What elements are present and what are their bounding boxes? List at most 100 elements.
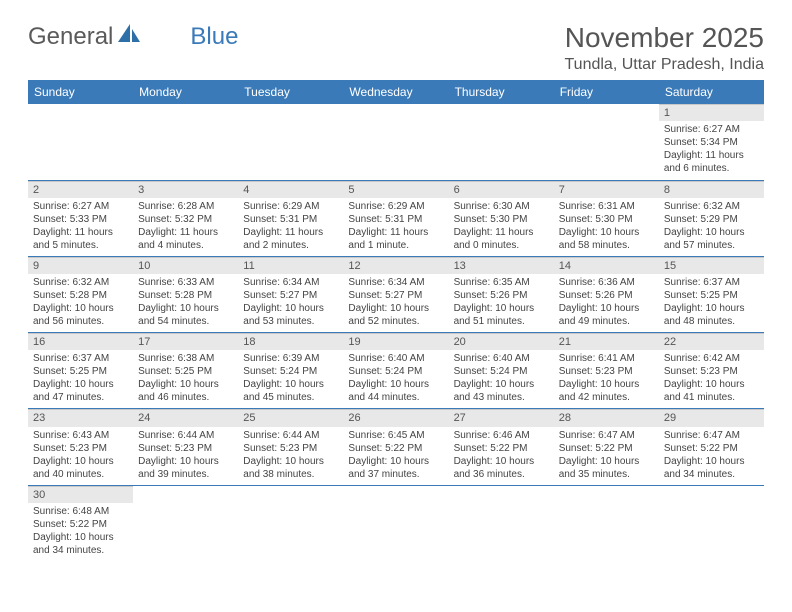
day-info: Sunrise: 6:33 AMSunset: 5:28 PMDaylight:… bbox=[138, 276, 233, 328]
month-title: November 2025 bbox=[564, 22, 764, 54]
calendar-day-cell: 24 Sunrise: 6:44 AMSunset: 5:23 PMDayligh… bbox=[133, 409, 238, 485]
sunset-line: Sunset: 5:23 PM bbox=[138, 442, 233, 455]
daylight-line: Daylight: 10 hours and 42 minutes. bbox=[559, 378, 654, 404]
sunset-line: Sunset: 5:29 PM bbox=[664, 213, 759, 226]
sunset-line: Sunset: 5:28 PM bbox=[138, 289, 233, 302]
sunrise-line: Sunrise: 6:47 AM bbox=[664, 429, 759, 442]
daylight-line: Daylight: 10 hours and 52 minutes. bbox=[348, 302, 443, 328]
calendar-day-cell: 28Sunrise: 6:47 AMSunset: 5:22 PMDayligh… bbox=[554, 409, 659, 485]
day-info: Sunrise: 6:45 AMSunset: 5:22 PMDaylight:… bbox=[348, 429, 443, 481]
daylight-line: Daylight: 10 hours and 54 minutes. bbox=[138, 302, 233, 328]
sunset-line: Sunset: 5:24 PM bbox=[348, 365, 443, 378]
sunset-line: Sunset: 5:22 PM bbox=[348, 442, 443, 455]
day-number: 24 bbox=[133, 409, 238, 426]
calendar-day-cell: 22Sunrise: 6:42 AMSunset: 5:23 PMDayligh… bbox=[659, 333, 764, 409]
day-number: 18 bbox=[238, 333, 343, 350]
day-number: 17 bbox=[133, 333, 238, 350]
calendar-row: 23 Sunrise: 6:43 AMSunset: 5:23 PMDayligh… bbox=[28, 409, 764, 485]
day-info: Sunrise: 6:27 AMSunset: 5:34 PMDaylight:… bbox=[664, 123, 759, 175]
daylight-line: Daylight: 10 hours and 46 minutes. bbox=[138, 378, 233, 404]
day-number: 9 bbox=[28, 257, 133, 274]
day-number: 14 bbox=[554, 257, 659, 274]
dayofweek-header: Monday bbox=[133, 80, 238, 104]
day-number: 23 bbox=[28, 409, 133, 426]
day-info: Sunrise: 6:29 AMSunset: 5:31 PMDaylight:… bbox=[243, 200, 338, 252]
daylight-line: Daylight: 10 hours and 53 minutes. bbox=[243, 302, 338, 328]
sunset-line: Sunset: 5:30 PM bbox=[559, 213, 654, 226]
day-info: Sunrise: 6:46 AMSunset: 5:22 PMDaylight:… bbox=[454, 429, 549, 481]
sunset-line: Sunset: 5:23 PM bbox=[664, 365, 759, 378]
day-number: 12 bbox=[343, 257, 448, 274]
day-number: 2 bbox=[28, 181, 133, 198]
calendar-day-cell: 17Sunrise: 6:38 AMSunset: 5:25 PMDayligh… bbox=[133, 333, 238, 409]
calendar-row: 1Sunrise: 6:27 AMSunset: 5:34 PMDaylight… bbox=[28, 104, 764, 180]
calendar-empty-cell bbox=[133, 104, 238, 180]
calendar-empty-cell bbox=[554, 485, 659, 561]
sunrise-line: Sunrise: 6:29 AM bbox=[243, 200, 338, 213]
day-number: 25 bbox=[238, 409, 343, 426]
sunrise-line: Sunrise: 6:33 AM bbox=[138, 276, 233, 289]
calendar-row: 16Sunrise: 6:37 AMSunset: 5:25 PMDayligh… bbox=[28, 333, 764, 409]
calendar-day-cell: 7Sunrise: 6:31 AMSunset: 5:30 PMDaylight… bbox=[554, 180, 659, 256]
sunset-line: Sunset: 5:26 PM bbox=[559, 289, 654, 302]
daylight-line: Daylight: 10 hours and 38 minutes. bbox=[243, 455, 338, 481]
daylight-line: Daylight: 11 hours and 0 minutes. bbox=[454, 226, 549, 252]
sunrise-line: Sunrise: 6:27 AM bbox=[664, 123, 759, 136]
day-info: Sunrise: 6:28 AMSunset: 5:32 PMDaylight:… bbox=[138, 200, 233, 252]
sunrise-line: Sunrise: 6:48 AM bbox=[33, 505, 128, 518]
calendar-row: 9Sunrise: 6:32 AMSunset: 5:28 PMDaylight… bbox=[28, 256, 764, 332]
day-info: Sunrise: 6:48 AMSunset: 5:22 PMDaylight:… bbox=[33, 505, 128, 557]
sunrise-line: Sunrise: 6:32 AM bbox=[664, 200, 759, 213]
sunrise-line: Sunrise: 6:35 AM bbox=[454, 276, 549, 289]
calendar-table: SundayMondayTuesdayWednesdayThursdayFrid… bbox=[28, 80, 764, 561]
calendar-day-cell: 5Sunrise: 6:29 AMSunset: 5:31 PMDaylight… bbox=[343, 180, 448, 256]
day-info: Sunrise: 6:43 AMSunset: 5:23 PMDaylight:… bbox=[33, 429, 128, 481]
day-info: Sunrise: 6:34 AMSunset: 5:27 PMDaylight:… bbox=[243, 276, 338, 328]
day-info: Sunrise: 6:35 AMSunset: 5:26 PMDaylight:… bbox=[454, 276, 549, 328]
daylight-line: Daylight: 10 hours and 35 minutes. bbox=[559, 455, 654, 481]
sunrise-line: Sunrise: 6:32 AM bbox=[33, 276, 128, 289]
day-number: 20 bbox=[449, 333, 554, 350]
daylight-line: Daylight: 10 hours and 45 minutes. bbox=[243, 378, 338, 404]
dayofweek-header-row: SundayMondayTuesdayWednesdayThursdayFrid… bbox=[28, 80, 764, 104]
day-number: 3 bbox=[133, 181, 238, 198]
calendar-day-cell: 4 Sunrise: 6:29 AMSunset: 5:31 PMDaylight… bbox=[238, 180, 343, 256]
calendar-day-cell: 26Sunrise: 6:45 AMSunset: 5:22 PMDayligh… bbox=[343, 409, 448, 485]
daylight-line: Daylight: 10 hours and 39 minutes. bbox=[138, 455, 233, 481]
calendar-day-cell: 30Sunrise: 6:48 AMSunset: 5:22 PMDayligh… bbox=[28, 485, 133, 561]
daylight-line: Daylight: 10 hours and 51 minutes. bbox=[454, 302, 549, 328]
sunrise-line: Sunrise: 6:44 AM bbox=[138, 429, 233, 442]
calendar-empty-cell bbox=[659, 485, 764, 561]
daylight-line: Daylight: 10 hours and 44 minutes. bbox=[348, 378, 443, 404]
sunset-line: Sunset: 5:27 PM bbox=[348, 289, 443, 302]
calendar-row: 2Sunrise: 6:27 AMSunset: 5:33 PMDaylight… bbox=[28, 180, 764, 256]
calendar-day-cell: 13 Sunrise: 6:35 AMSunset: 5:26 PMDayligh… bbox=[449, 256, 554, 332]
sunrise-line: Sunrise: 6:39 AM bbox=[243, 352, 338, 365]
sunset-line: Sunset: 5:24 PM bbox=[454, 365, 549, 378]
calendar-day-cell: 10 Sunrise: 6:33 AMSunset: 5:28 PMDayligh… bbox=[133, 256, 238, 332]
calendar-empty-cell bbox=[449, 485, 554, 561]
sunset-line: Sunset: 5:33 PM bbox=[33, 213, 128, 226]
calendar-empty-cell bbox=[343, 104, 448, 180]
daylight-line: Daylight: 11 hours and 6 minutes. bbox=[664, 149, 759, 175]
day-number: 13 bbox=[449, 257, 554, 274]
day-info: Sunrise: 6:31 AMSunset: 5:30 PMDaylight:… bbox=[559, 200, 654, 252]
daylight-line: Daylight: 11 hours and 1 minute. bbox=[348, 226, 443, 252]
sunset-line: Sunset: 5:22 PM bbox=[559, 442, 654, 455]
calendar-empty-cell bbox=[449, 104, 554, 180]
sunset-line: Sunset: 5:22 PM bbox=[33, 518, 128, 531]
title-block: November 2025 Tundla, Uttar Pradesh, Ind… bbox=[564, 22, 764, 74]
header: General Blue November 2025 Tundla, Uttar… bbox=[28, 22, 764, 74]
calendar-empty-cell bbox=[133, 485, 238, 561]
sunrise-line: Sunrise: 6:46 AM bbox=[454, 429, 549, 442]
day-number: 8 bbox=[659, 181, 764, 198]
calendar-day-cell: 21Sunrise: 6:41 AMSunset: 5:23 PMDayligh… bbox=[554, 333, 659, 409]
daylight-line: Daylight: 10 hours and 43 minutes. bbox=[454, 378, 549, 404]
day-number: 10 bbox=[133, 257, 238, 274]
day-info: Sunrise: 6:36 AMSunset: 5:26 PMDaylight:… bbox=[559, 276, 654, 328]
day-number: 4 bbox=[238, 181, 343, 198]
sunrise-line: Sunrise: 6:41 AM bbox=[559, 352, 654, 365]
sunrise-line: Sunrise: 6:31 AM bbox=[559, 200, 654, 213]
calendar-body: 1Sunrise: 6:27 AMSunset: 5:34 PMDaylight… bbox=[28, 104, 764, 561]
day-number: 21 bbox=[554, 333, 659, 350]
